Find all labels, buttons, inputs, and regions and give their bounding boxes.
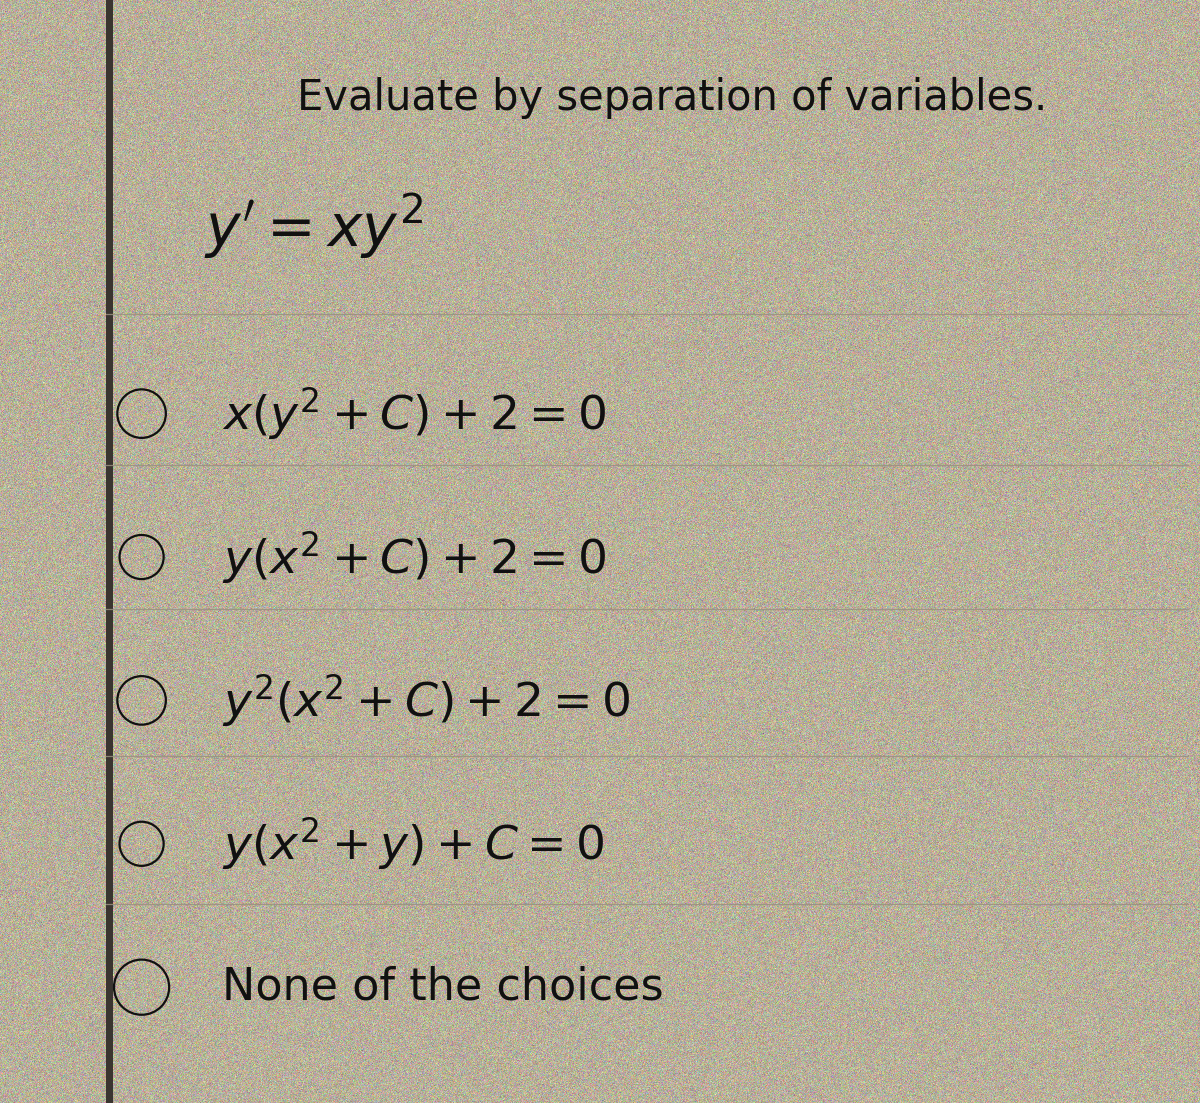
Text: $y(x^{2}+y)+C=0$: $y(x^{2}+y)+C=0$ <box>222 815 604 872</box>
Text: $x(y^{2}+C)+2=0$: $x(y^{2}+C)+2=0$ <box>222 385 606 442</box>
FancyBboxPatch shape <box>106 0 113 1103</box>
Text: Evaluate by separation of variables.: Evaluate by separation of variables. <box>296 77 1048 119</box>
Text: $\mathit{y}^{\prime} = xy^{2}$: $\mathit{y}^{\prime} = xy^{2}$ <box>204 192 422 260</box>
Text: $y^{2}(x^{2}+C)+2=0$: $y^{2}(x^{2}+C)+2=0$ <box>222 672 630 729</box>
Text: None of the choices: None of the choices <box>222 966 664 1008</box>
Text: $y(x^{2}+C)+2=0$: $y(x^{2}+C)+2=0$ <box>222 528 606 586</box>
